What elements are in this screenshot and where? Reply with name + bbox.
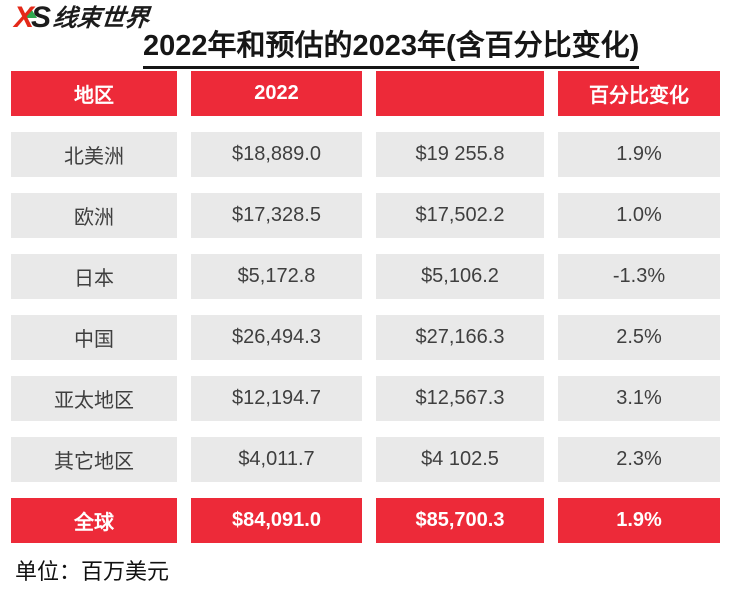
col-header-region: 地区	[11, 71, 177, 116]
table-cell-pct: 3.1%	[558, 376, 720, 421]
total-row-2022: $84,091.0	[191, 498, 362, 543]
table-cell-2022: $5,172.8	[191, 254, 362, 299]
col-header-2023-blank	[376, 71, 544, 116]
table-cell-region: 日本	[11, 254, 177, 299]
table-cell-2022: $18,889.0	[191, 132, 362, 177]
title-container: 2022年和预估的2023年(含百分比变化)	[143, 22, 640, 69]
table-cell-2022: $26,494.3	[191, 315, 362, 360]
table-cell-2022: $17,328.5	[191, 193, 362, 238]
table-cell-pct: 2.5%	[558, 315, 720, 360]
table-cell-2022: $4,011.7	[191, 437, 362, 482]
table-cell-region: 中国	[11, 315, 177, 360]
logo-x-mark: X	[14, 1, 34, 34]
logo-triangle-icon	[23, 7, 37, 18]
table-cell-region: 北美洲	[11, 132, 177, 177]
table-cell-2023: $4 102.5	[376, 437, 544, 482]
table-cell-2023: $17,502.2	[376, 193, 544, 238]
table-cell-2023: $12,567.3	[376, 376, 544, 421]
table-cell-region: 其它地区	[11, 437, 177, 482]
table-cell-region: 亚太地区	[11, 376, 177, 421]
brand-name: 线束世界	[51, 5, 151, 32]
total-row-2023: $85,700.3	[376, 498, 544, 543]
table-cell-2023: $19 255.8	[376, 132, 544, 177]
data-table: 地区 2022 百分比变化 北美洲 $18,889.0 $19 255.8 1.…	[11, 71, 720, 543]
unit-note: 单位：百万美元	[15, 559, 170, 584]
total-row-region: 全球	[11, 498, 177, 543]
total-row-pct: 1.9%	[558, 498, 720, 543]
page-title: 2022年和预估的2023年(含百分比变化)	[143, 22, 640, 69]
brand-logo: X S 线束世界	[14, 1, 151, 34]
table-cell-2022: $12,194.7	[191, 376, 362, 421]
table-cell-pct: 1.0%	[558, 193, 720, 238]
table-cell-pct: -1.3%	[558, 254, 720, 299]
table-cell-2023: $5,106.2	[376, 254, 544, 299]
col-header-2022: 2022	[191, 71, 362, 116]
table-cell-pct: 2.3%	[558, 437, 720, 482]
table-cell-pct: 1.9%	[558, 132, 720, 177]
table-cell-2023: $27,166.3	[376, 315, 544, 360]
col-header-pct-change: 百分比变化	[558, 71, 720, 116]
table-cell-region: 欧洲	[11, 193, 177, 238]
